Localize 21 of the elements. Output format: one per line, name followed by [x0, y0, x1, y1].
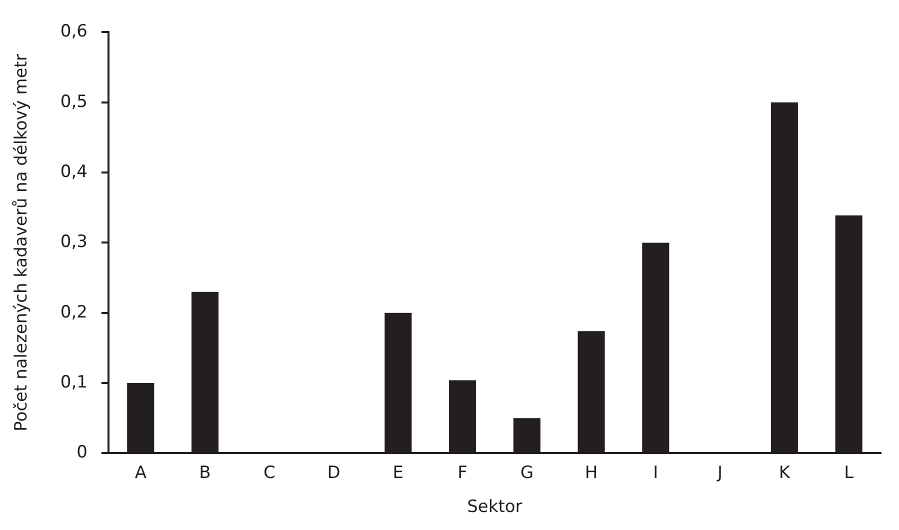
x-tick-label: I: [653, 462, 658, 483]
x-tick-label: G: [520, 462, 534, 483]
x-tick-label: H: [584, 462, 598, 483]
x-tick-label: F: [458, 462, 468, 483]
y-tick-label: 0,6: [60, 22, 88, 42]
x-tick-label: K: [778, 462, 791, 483]
y-tick-label: 0,4: [60, 162, 88, 182]
x-tick-label: B: [199, 462, 211, 483]
y-axis-title: Počet nalezených kadaverů na délkový metr: [12, 54, 32, 432]
y-tick-label: 0,3: [60, 232, 88, 252]
y-tick-label: 0,2: [60, 302, 88, 322]
x-tick-label: A: [134, 462, 147, 483]
y-tick-label: 0,5: [60, 92, 88, 112]
x-axis-title: Sektor: [467, 497, 522, 518]
y-tick-label: 0,1: [60, 372, 88, 392]
x-tick-label: C: [263, 462, 276, 483]
x-tick-label: D: [327, 462, 340, 483]
x-tick-label: J: [716, 462, 723, 483]
x-tick-label: E: [392, 462, 404, 483]
x-tick-label: L: [844, 462, 854, 483]
y-tick-label: 0: [76, 442, 88, 463]
